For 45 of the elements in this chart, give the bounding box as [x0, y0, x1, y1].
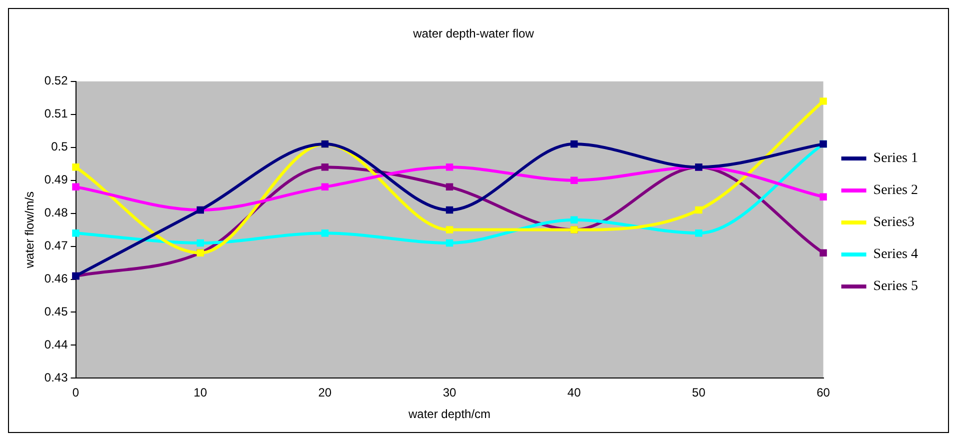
point: [321, 229, 329, 237]
point: [72, 164, 80, 171]
chart-title: water depth-water flow: [412, 26, 534, 41]
x-tick-label: 0: [72, 386, 80, 400]
point: [695, 206, 702, 214]
y-tick-label: 0.44: [44, 338, 68, 352]
legend-label: Series 1: [873, 151, 918, 166]
y-tick-label: 0.43: [44, 370, 68, 385]
y-tick-label: 0.51: [44, 106, 68, 121]
point: [72, 183, 80, 191]
y-tick-label: 0.47: [44, 238, 68, 253]
x-tick-label: 40: [567, 386, 582, 400]
point: [446, 164, 454, 171]
point: [695, 229, 702, 237]
x-tick-label: 60: [816, 386, 830, 400]
point: [321, 164, 329, 171]
point: [446, 183, 454, 191]
legend-label: Series3: [873, 215, 915, 230]
x-tick-label: 20: [318, 386, 332, 400]
y-tick-label: 0.45: [44, 304, 68, 319]
point: [820, 98, 827, 105]
point: [570, 140, 578, 148]
point: [820, 249, 827, 257]
y-tick-label: 0.48: [44, 206, 68, 220]
legend-label: Series 4: [873, 247, 918, 262]
x-tick-label: 50: [692, 386, 706, 400]
y-tick-label: 0.5: [51, 140, 68, 154]
point: [570, 216, 578, 224]
point: [446, 206, 454, 214]
point: [446, 239, 454, 247]
x-tick-label: 10: [194, 386, 208, 400]
point: [446, 226, 454, 234]
point: [196, 239, 204, 247]
x-axis-title: water depth/cm: [407, 407, 491, 422]
point: [570, 176, 578, 184]
point: [321, 183, 329, 191]
legend-label: Series 2: [873, 183, 918, 198]
point: [820, 193, 827, 200]
y-tick-label: 0.46: [44, 272, 68, 286]
y-axis-title: water flow/m/s: [22, 191, 37, 270]
y-tick-label: 0.49: [44, 172, 68, 187]
x-tick-label: 30: [442, 386, 457, 400]
y-tick-label: 0.52: [44, 74, 68, 88]
legend-label: Series 5: [873, 279, 918, 294]
point: [72, 229, 80, 237]
